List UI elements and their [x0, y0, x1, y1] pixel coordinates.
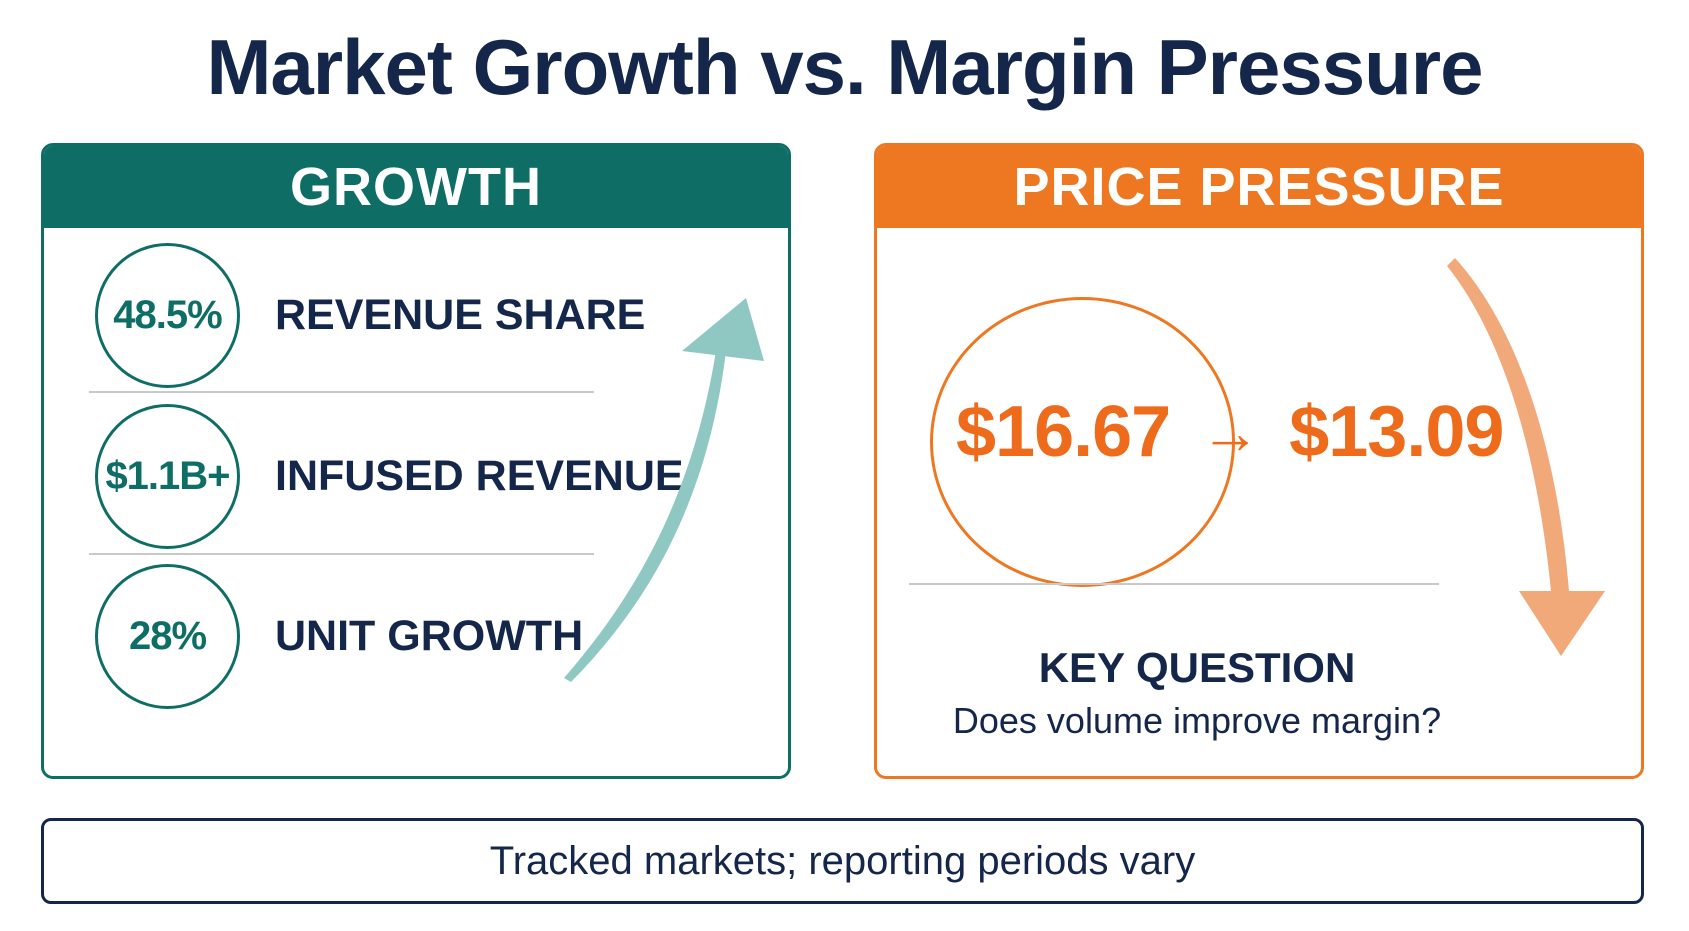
- right-arrow-icon: →: [1200, 398, 1260, 466]
- key-question-text: Does volume improve margin?: [952, 700, 1442, 741]
- metric-infused-revenue: $1.1B+ INFUSED REVENUE: [95, 404, 684, 554]
- price-pressure-panel: PRICE PRESSURE $16.67 → $13.09 KEY QUEST…: [874, 143, 1644, 779]
- metric-value-circle: $1.1B+: [95, 404, 240, 549]
- metric-divider: [89, 553, 594, 555]
- metric-value-circle: 48.5%: [95, 243, 240, 388]
- price-change: $16.67 → $13.09: [956, 391, 1504, 473]
- price-divider: [909, 583, 1439, 585]
- price-pressure-header: PRICE PRESSURE: [877, 146, 1641, 228]
- price-from: $16.67: [956, 392, 1171, 472]
- price-circle: [930, 297, 1235, 587]
- metric-label: UNIT GROWTH: [275, 612, 584, 660]
- metric-label: REVENUE SHARE: [275, 291, 646, 339]
- metric-divider: [89, 391, 594, 393]
- metric-revenue-share: 48.5% REVENUE SHARE: [95, 243, 655, 393]
- price-to: $13.09: [1289, 392, 1504, 472]
- metric-unit-growth: 28% UNIT GROWTH: [95, 564, 655, 714]
- metric-label: INFUSED REVENUE: [275, 452, 684, 500]
- page-title: Market Growth vs. Margin Pressure: [206, 23, 1483, 111]
- footer-note: Tracked markets; reporting periods vary: [41, 818, 1644, 904]
- metric-value-circle: 28%: [95, 564, 240, 709]
- growth-header: GROWTH: [44, 146, 788, 228]
- growth-panel: GROWTH 48.5% REVENUE SHARE $1.1B+ INFUSE…: [41, 143, 791, 779]
- key-question-heading: KEY QUESTION: [1038, 644, 1356, 691]
